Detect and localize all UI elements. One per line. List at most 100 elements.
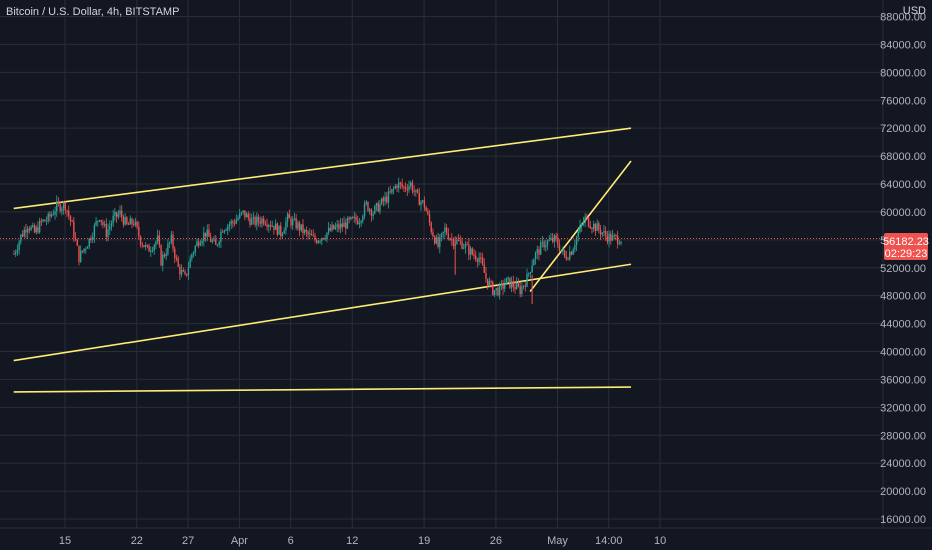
candle-body (339, 223, 342, 229)
candle-body (346, 217, 349, 229)
currency-label: USD (903, 5, 926, 17)
candle-body (334, 226, 337, 229)
candle-body (555, 235, 557, 239)
candle-body (168, 242, 171, 244)
candle-body (13, 253, 15, 255)
candle-body (410, 182, 412, 186)
candle-body (216, 244, 219, 246)
time-tick-label: 19 (418, 535, 430, 547)
price-tick-label: 40000.00 (880, 347, 926, 359)
candle-body (121, 210, 123, 218)
candle-body (396, 185, 398, 189)
candle-body (78, 245, 80, 262)
candle-body (232, 221, 234, 223)
candle-body (582, 222, 585, 225)
candle-body (177, 258, 179, 267)
candle-body (326, 232, 328, 239)
candle-body (408, 185, 410, 191)
candle-body (114, 212, 116, 216)
candle-body (440, 233, 443, 237)
trendline-horizontal-support[interactable] (13, 386, 632, 393)
candle-body (433, 236, 436, 244)
candle-body (570, 251, 573, 255)
time-tick-label: 27 (182, 535, 194, 547)
price-axis[interactable] (883, 0, 932, 550)
candle-body (478, 257, 480, 262)
candle-body (59, 203, 61, 212)
candle-body (273, 225, 275, 230)
candle-body (201, 240, 203, 244)
candle-body (73, 221, 75, 238)
time-tick-label: 15 (59, 535, 71, 547)
candle-body (307, 231, 309, 235)
candle-body (327, 227, 330, 233)
candle-body (71, 220, 73, 222)
candle-body (557, 238, 559, 245)
candle-body (64, 202, 66, 211)
candle-body (413, 191, 415, 193)
grid (0, 0, 883, 528)
candle-body (463, 247, 465, 249)
candle-body (543, 241, 545, 248)
candle-body (172, 234, 174, 249)
candle-body (245, 213, 248, 218)
price-tick-label: 28000.00 (880, 430, 926, 442)
candle-body (437, 237, 439, 248)
candle-body (297, 222, 299, 229)
candle-body (574, 245, 576, 250)
candle-body (199, 243, 202, 246)
candle-body (266, 224, 268, 227)
candle-body (144, 244, 147, 247)
candle-body (353, 216, 355, 218)
candle-body (126, 217, 128, 224)
candle-body (355, 216, 357, 221)
candle-body (182, 270, 184, 272)
price-tick-label: 72000.00 (880, 123, 926, 135)
candle-body (415, 189, 417, 192)
candle-body (587, 217, 590, 227)
candle-body (288, 213, 291, 219)
candle-body (102, 221, 104, 225)
candle-body (247, 213, 249, 218)
candle-body (16, 249, 19, 253)
candle-body (131, 218, 133, 224)
candle-body (528, 273, 530, 275)
candle-body (374, 205, 376, 214)
candle-body (551, 237, 554, 242)
candle-body (362, 216, 364, 221)
candle-body (363, 203, 366, 217)
candle-body (475, 255, 477, 260)
candle-body (432, 232, 434, 237)
candle-body (174, 248, 176, 258)
candle-body (56, 201, 58, 212)
candle-body (368, 209, 371, 211)
trendline-upper-channel[interactable] (13, 127, 632, 210)
trendline-lower-channel[interactable] (13, 263, 632, 362)
candle-body (112, 215, 114, 224)
candle-body (93, 224, 96, 238)
candle-body (592, 223, 595, 229)
candle-body (139, 236, 142, 245)
candle-body (608, 233, 610, 242)
candle-body (596, 223, 598, 232)
candle-body (192, 252, 195, 255)
last-price-tag-bg (884, 233, 928, 260)
candle-body (23, 229, 25, 237)
candle-body (81, 250, 84, 252)
candle-body (295, 218, 297, 229)
candle-body (278, 225, 280, 235)
price-tick-label: 36000.00 (880, 374, 926, 386)
candle-body (558, 244, 561, 251)
candle-body (386, 196, 388, 203)
candle-body (539, 242, 542, 255)
candle-body (115, 212, 118, 217)
candle-body (105, 223, 108, 238)
candle-body (20, 234, 22, 242)
candle-body (187, 267, 190, 275)
candle-body (509, 277, 511, 288)
candle-body (427, 211, 429, 215)
candle-body (21, 234, 24, 237)
candle-body (333, 224, 335, 229)
candle-body (586, 216, 588, 218)
